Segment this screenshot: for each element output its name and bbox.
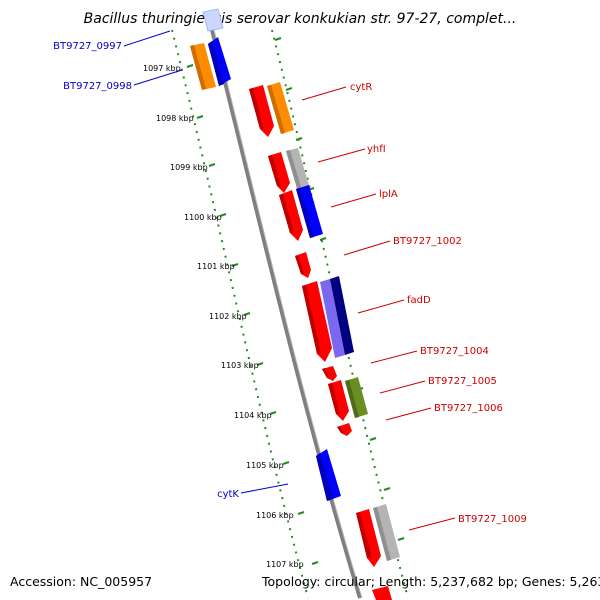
topology-text: Topology: circular; Length: 5,237,682 bp… (262, 574, 600, 589)
reverse-cds-BT9727_1009-shade (356, 512, 372, 558)
genome-backbone-highlight (213, 29, 363, 599)
reverse-feature-1005-green-shade (345, 380, 359, 418)
tick-label: 1105 kbp (246, 461, 284, 470)
forward-cds-0997[interactable] (202, 8, 224, 32)
accession-text: Accession: NC_005957 (10, 574, 153, 589)
tick-label: 1101 kbp (197, 262, 235, 271)
gene-label-cytR[interactable]: cytR (350, 82, 372, 93)
tick-label: 1099 kbp (170, 163, 208, 172)
gene-label-BT9727_1004[interactable]: BT9727_1004 (420, 346, 489, 357)
reverse-cds-BT9727_1006-shade (337, 426, 344, 434)
gene-label-BT9727_0998[interactable]: BT9727_0998 (63, 81, 132, 92)
reverse-cds-BT9727_1005-shade (328, 383, 340, 414)
gene-label-lplA[interactable]: lplA (379, 189, 398, 200)
gene-label-BT9727_1002[interactable]: BT9727_1002 (393, 236, 462, 247)
reverse-feature-yhfI-gray-shade (286, 150, 303, 195)
reverse-cds-BT9727_1004-shade (322, 368, 330, 379)
reverse-cds-cytR-shade (249, 88, 264, 129)
forward-features (190, 8, 341, 501)
tick-label: 1106 kbp (256, 511, 294, 520)
gene-label-BT9727_1005[interactable]: BT9727_1005 (428, 376, 497, 387)
reverse-features (249, 82, 400, 600)
reverse-feature-lplA-blue-shade (296, 188, 314, 238)
leader-lines (123, 30, 456, 531)
reverse-cds-fadD-shade (302, 285, 321, 354)
gene-label-yhfI[interactable]: yhfI (367, 144, 386, 155)
tick-label: 1100 kbp (184, 213, 222, 222)
gene-label-BT9727_1006[interactable]: BT9727_1006 (434, 403, 503, 414)
reverse-cds-yhfI-shade (268, 155, 281, 186)
reverse-feature-cytR-orange-shade (267, 85, 285, 134)
forward-feature-0997-orange-shade (190, 45, 206, 90)
tick-label: 1104 kbp (234, 411, 272, 420)
ruler-labels: 1097 kbp 1098 kbp 1099 kbp 1100 kbp 1101… (143, 64, 304, 569)
gene-label-BT9727_0997[interactable]: BT9727_0997 (53, 41, 122, 52)
gene-label-BT9727_1009[interactable]: BT9727_1009 (458, 514, 527, 525)
tick-label: 1098 kbp (156, 114, 194, 123)
reverse-feature-1009-gray-shade (373, 507, 391, 561)
tick-label: 1103 kbp (221, 361, 259, 370)
reverse-cds-BT9727_1006[interactable] (337, 423, 352, 436)
gene-label-cytK[interactable]: cytK (217, 489, 239, 500)
ruler-major-ticks (186, 37, 405, 565)
outer-guide-left (171, 29, 309, 599)
genome-backbone (210, 29, 362, 599)
tick-label: 1102 kbp (209, 312, 247, 321)
forward-cds-0998-shade (208, 41, 224, 86)
reverse-feature-fadD-purple[interactable] (320, 279, 345, 358)
reverse-cds-bottom-partial[interactable] (372, 586, 392, 600)
gene-labels: BT9727_0997 BT9727_0998 cytK cytR yhfI l… (53, 41, 527, 525)
reverse-cds-lplA-shade (279, 194, 294, 233)
tick-label: 1107 kbp (266, 560, 304, 569)
reverse-cds-BT9727_1002-shade (295, 255, 304, 274)
forward-cds-cytK-shade (316, 453, 333, 501)
gene-label-fadD[interactable]: fadD (407, 295, 431, 306)
map-title: Bacillus thuringiensis serovar konkukian… (84, 11, 517, 27)
reverse-feature-fadD-navy[interactable] (330, 276, 354, 355)
tick-label: 1097 kbp (143, 64, 181, 73)
